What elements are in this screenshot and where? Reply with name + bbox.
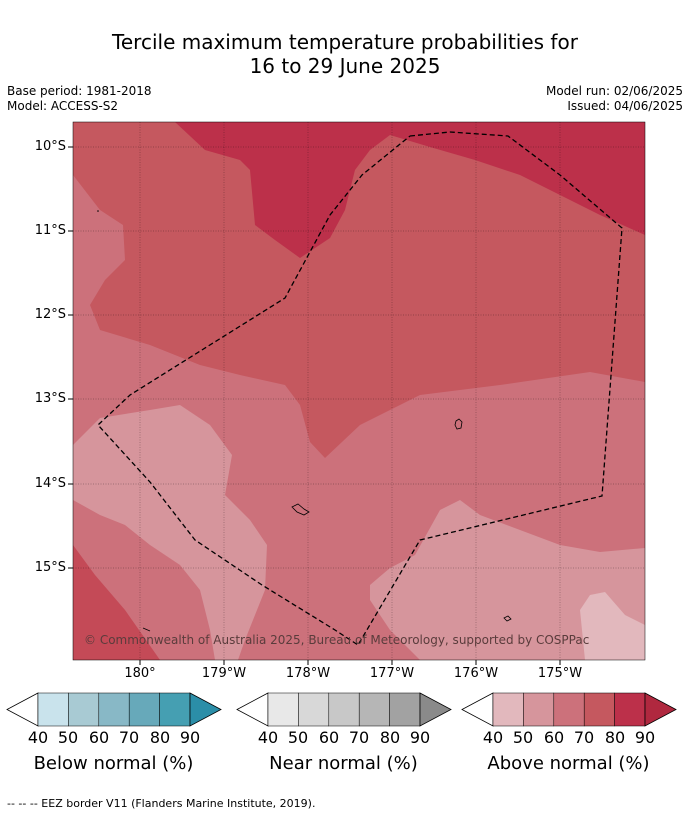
near-cbar-segment	[389, 692, 421, 727]
lat-label-11s: 11°S	[34, 223, 66, 238]
below-cbar-segment	[128, 692, 160, 727]
lon-label-179w: 179°W	[201, 666, 247, 681]
band-top-left	[73, 122, 175, 133]
issued-date: Issued: 04/06/2025	[567, 99, 683, 113]
axis-ticks	[68, 146, 561, 665]
band-80-90	[175, 122, 645, 258]
above-cbar-segment	[523, 692, 555, 727]
near-tick: 50	[287, 728, 309, 747]
near-tick: 60	[318, 728, 340, 747]
near-tick: 90	[409, 728, 431, 747]
near-cbar-segment	[358, 692, 390, 727]
graticule	[73, 122, 645, 660]
colorbars	[6, 692, 677, 727]
band-50-60-right	[370, 500, 645, 660]
above-cbar-segment	[614, 692, 646, 727]
title-line-1: Tercile maximum temperature probabilitie…	[112, 30, 578, 54]
island-4	[142, 627, 151, 632]
title-line-2: 16 to 29 June 2025	[249, 54, 441, 78]
island-1	[454, 418, 463, 430]
above-cbar-segment	[553, 692, 585, 727]
lat-label-13s: 13°S	[34, 391, 66, 406]
below-cbar-min-arrow	[6, 692, 39, 727]
near-cbar-min-arrow	[236, 692, 269, 727]
above-tick: 60	[543, 728, 565, 747]
near-cbar-max-arrow	[419, 692, 452, 727]
above-tick: 90	[634, 728, 656, 747]
band-50-60-left	[73, 405, 267, 660]
below-tick: 50	[57, 728, 79, 747]
lat-label-10s: 10°S	[34, 139, 66, 154]
map-frame	[72, 121, 646, 661]
lon-label-176w: 176°W	[453, 666, 499, 681]
below-cbar-segment	[159, 692, 191, 727]
above-cbar-min-arrow	[461, 692, 494, 727]
near-normal-title: Near normal (%)	[269, 753, 418, 774]
below-normal-title: Below normal (%)	[33, 753, 194, 774]
above-cbar-segment	[492, 692, 524, 727]
below-cbar-segment	[68, 692, 100, 727]
eez-border	[97, 131, 623, 646]
near-cbar-segment	[267, 692, 299, 727]
lon-label-178w: 178°W	[285, 666, 331, 681]
meta-right: Model run: 02/06/2025 Issued: 04/06/2025	[546, 84, 683, 114]
lat-label-15s: 15°S	[34, 560, 66, 575]
band-40-50-right	[580, 592, 645, 660]
model-name: Model: ACCESS-S2	[7, 99, 119, 113]
below-tick: 80	[149, 728, 171, 747]
near-tick: 40	[257, 728, 279, 747]
lat-label-12s: 12°S	[34, 307, 66, 322]
below-cbar-max-arrow	[189, 692, 222, 727]
below-tick: 60	[88, 728, 110, 747]
above-tick: 70	[573, 728, 595, 747]
lon-label-175w: 175°W	[537, 666, 583, 681]
meta-left: Base period: 1981-2018 Model: ACCESS-S2	[7, 84, 152, 114]
lon-label-180: 180°	[124, 666, 156, 681]
above-cbar-segment	[583, 692, 615, 727]
above-tick: 80	[604, 728, 626, 747]
near-tick: 80	[379, 728, 401, 747]
near-cbar-segment	[328, 692, 360, 727]
island-5	[97, 210, 99, 212]
lon-label-177w: 177°W	[369, 666, 415, 681]
below-cbar-segment	[37, 692, 69, 727]
island-3	[503, 615, 512, 622]
near-cbar-segment	[298, 692, 330, 727]
band-70-80	[73, 122, 645, 458]
island-2	[291, 503, 310, 516]
eez-footer-note: -- -- -- EEZ border V11 (Flanders Marine…	[7, 797, 316, 810]
above-tick: 50	[512, 728, 534, 747]
below-tick: 40	[27, 728, 49, 747]
above-cbar-max-arrow	[644, 692, 677, 727]
near-tick: 70	[348, 728, 370, 747]
copyright-notice: © Commonwealth of Australia 2025, Bureau…	[84, 633, 590, 647]
below-tick: 70	[118, 728, 140, 747]
above-normal-title: Above normal (%)	[487, 753, 650, 774]
below-cbar-segment	[98, 692, 130, 727]
base-period: Base period: 1981-2018	[7, 84, 152, 98]
above-tick: 40	[482, 728, 504, 747]
below-tick: 90	[179, 728, 201, 747]
lat-label-14s: 14°S	[34, 476, 66, 491]
band-bottom-left	[73, 545, 160, 660]
model-run: Model run: 02/06/2025	[545, 84, 683, 98]
map-title: Tercile maximum temperature probabilitie…	[0, 30, 690, 78]
